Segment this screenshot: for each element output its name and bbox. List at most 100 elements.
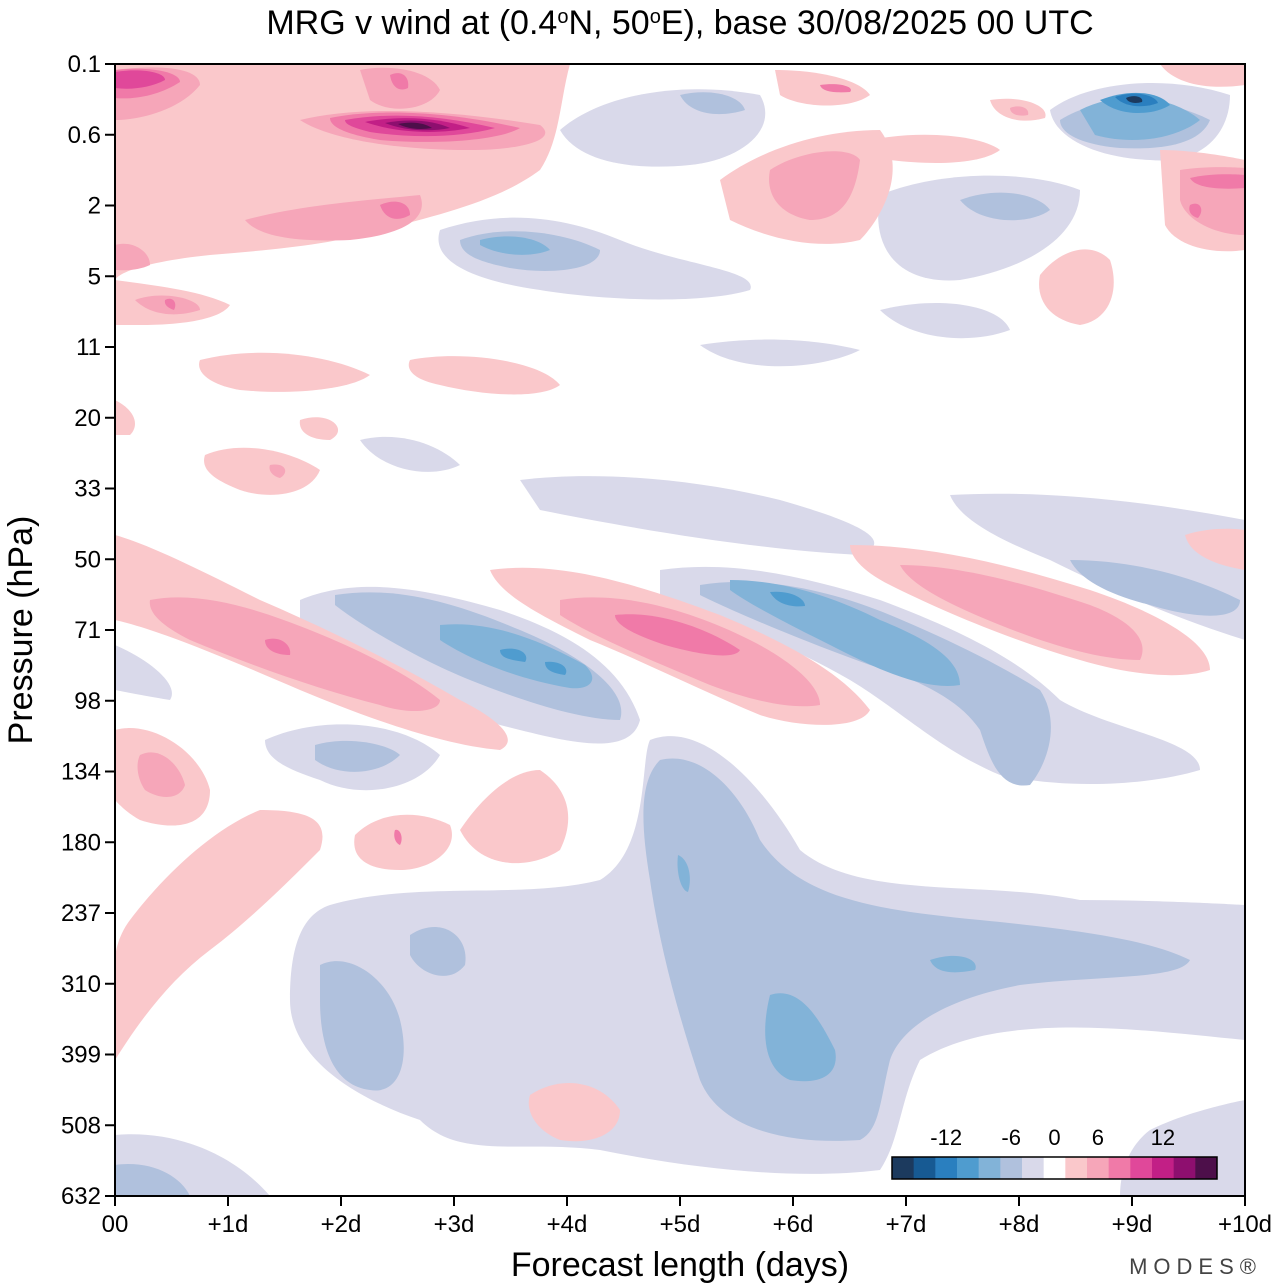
y-axis: 0.1 0.6 2 5 11 20 33 50 71 98 134 180 237 310 399 508 63… (61, 51, 115, 1210)
neg-dark-3 (500, 648, 527, 662)
ug-neg-med (643, 758, 1190, 1141)
strat-pos-dark-5 (390, 73, 409, 90)
y-tick-label: 20 (74, 405, 101, 432)
band-pos-med-1 (149, 597, 440, 712)
y-tick-label: 632 (61, 1183, 101, 1210)
band-neg-med-2 (700, 581, 1051, 786)
colorbar-swatch (1065, 1157, 1088, 1179)
colorbar-swatch (1000, 1157, 1023, 1179)
mid-pos-light-1 (204, 447, 320, 495)
neg-dark-5 (770, 591, 805, 607)
strat-pos-dark-4 (1190, 174, 1245, 189)
strat-pos-dark-9 (115, 70, 165, 89)
x-tick-label: +4d (547, 1211, 588, 1238)
colorbar: -12 -6 0 6 12 (891, 1125, 1218, 1180)
mid-neg-light-2 (520, 476, 875, 555)
x-axis: 00 +1d +2d +3d +4d +5d +6d +7d +8d +9d +10d (102, 1196, 1272, 1238)
y-tick-label: 5 (88, 263, 101, 290)
brand-logo: MODES® (1129, 1254, 1262, 1279)
colorbar-swatch (1087, 1157, 1110, 1179)
strat-pos-med-5 (115, 243, 150, 271)
y-tick-label: 71 (74, 617, 101, 644)
ll-pos-light-4 (460, 770, 569, 864)
colorbar-swatch (913, 1157, 936, 1179)
mid-neg-light-5 (880, 302, 1010, 339)
y-tick-label: 33 (74, 476, 101, 503)
ug-neg-dark (765, 993, 836, 1082)
colorbar-frame (891, 1156, 1218, 1180)
x-tick-label: +8d (999, 1211, 1040, 1238)
x-tick-label: +5d (660, 1211, 701, 1238)
x-tick-label: +2d (321, 1211, 362, 1238)
mid-pos-med-1 (269, 464, 286, 478)
bottom-neg-med-left (115, 1164, 190, 1196)
mid-neg-light-4 (700, 339, 860, 367)
mid-neg-light-1 (360, 436, 460, 472)
strat-neg-dark-5 (1126, 96, 1143, 103)
mid-pos-light-3 (115, 400, 135, 435)
colorbar-tick-label: -6 (1001, 1125, 1021, 1150)
mid-pos-light-6 (299, 417, 339, 440)
ug-neg-med-mid (410, 926, 466, 976)
y-tick-label: 98 (74, 688, 101, 715)
x-tick-label: +1d (208, 1211, 249, 1238)
strat-pos-med-4 (245, 195, 422, 241)
strat-neg-med-4 (680, 92, 745, 115)
band-pos-dark-2 (265, 638, 291, 655)
band-neg-med-3 (1070, 560, 1240, 616)
x-tick-label: +3d (434, 1211, 475, 1238)
x-tick-label: +7d (886, 1211, 927, 1238)
ll-pos-med-1 (137, 752, 185, 797)
strat-pos-med-7 (769, 151, 860, 220)
band-neg-dark-2 (730, 580, 960, 686)
y-tick-label: 2 (88, 193, 101, 220)
contour-field (115, 64, 1245, 1196)
colorbar-swatch (1022, 1157, 1045, 1179)
ll-pos-dark-1 (394, 829, 402, 845)
strat-pos-dark-6 (820, 84, 851, 93)
colorbar-swatch (1173, 1157, 1196, 1179)
y-tick-label: 399 (61, 1042, 101, 1069)
y-tick-label: 50 (74, 546, 101, 573)
x-axis-label: Forecast length (days) (511, 1246, 849, 1284)
y-tick-label: 0.1 (68, 51, 101, 78)
colorbar-swatch (978, 1157, 1001, 1179)
y-tick-label: 11 (76, 334, 101, 361)
ug-neg-med-left (320, 961, 404, 1091)
ul-neg-med (315, 740, 400, 772)
chart-title: MRG v wind at (0.4oN, 50oE), base 30/08/… (266, 4, 1093, 42)
neg-dark-4 (545, 661, 567, 675)
colorbar-swatch (957, 1157, 980, 1179)
y-tick-label: 180 (61, 829, 101, 856)
strat-neg-dark-2 (480, 236, 550, 255)
ll-pos-light-2 (115, 810, 323, 1060)
x-tick-label: +6d (773, 1211, 814, 1238)
x-tick-label: +9d (1112, 1211, 1153, 1238)
left-neg-light (115, 645, 172, 700)
y-tick-label: 0.6 (68, 122, 101, 149)
y-tick-label: 237 (61, 900, 101, 927)
strat-pos-light-8 (1160, 64, 1245, 87)
strat-pos-dark-8 (164, 298, 176, 310)
colorbar-tick-label: 6 (1092, 1125, 1104, 1150)
strat-neg-dark-1 (1080, 97, 1200, 140)
y-tick-label: 508 (61, 1112, 101, 1139)
band-pos-light-4 (1185, 528, 1245, 570)
colorbar-tick-label: 12 (1151, 1125, 1175, 1150)
colorbar-swatch (1130, 1157, 1153, 1179)
ug-neg-dark-3 (677, 855, 690, 892)
colorbar-swatch (1108, 1157, 1131, 1179)
mid-pos-light-5 (1039, 249, 1114, 325)
colorbar-swatch (935, 1157, 958, 1179)
x-tick-label: +10d (1218, 1211, 1272, 1238)
colorbar-swatch (892, 1157, 915, 1179)
lower-pos-light (528, 1083, 620, 1142)
colorbar-swatch (1043, 1157, 1066, 1179)
band-pos-dark-1 (615, 614, 740, 656)
colorbar-swatch (1195, 1157, 1218, 1179)
bottom-neg-right (1120, 1100, 1245, 1196)
mid-pos-light-2 (199, 352, 370, 392)
ll-pos-light-3 (354, 814, 452, 870)
colorbar-tick-label: -12 (930, 1125, 962, 1150)
y-tick-label: 310 (61, 971, 101, 998)
